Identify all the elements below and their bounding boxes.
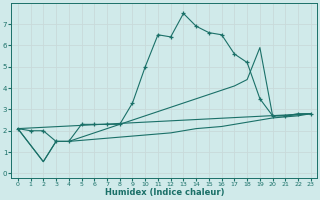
X-axis label: Humidex (Indice chaleur): Humidex (Indice chaleur) [105, 188, 224, 197]
